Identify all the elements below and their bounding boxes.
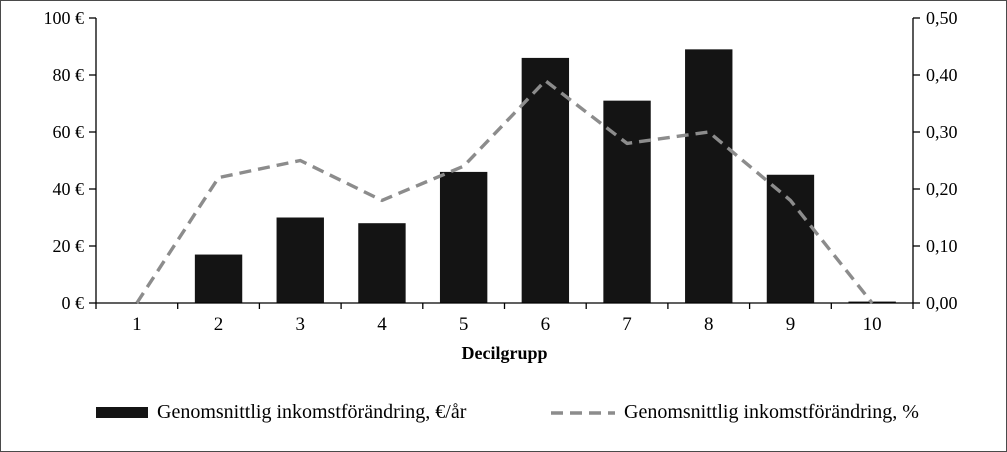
bar: [276, 217, 324, 303]
x-axis-category-label: 4: [377, 314, 387, 335]
right-axis-tick-label: 0,00: [926, 293, 958, 313]
x-axis-category-label: 2: [214, 314, 224, 335]
bar: [685, 49, 733, 303]
bar: [521, 57, 570, 304]
x-axis-category-label: 3: [296, 314, 306, 335]
line-legend-swatch: [551, 410, 615, 415]
line-legend-label: Genomsnittlig inkomstförändring, %: [624, 401, 919, 423]
x-axis-category-label: 9: [786, 314, 796, 335]
bar: [603, 100, 651, 304]
left-axis-tick-label: 100 €: [44, 8, 85, 28]
left-axis-tick-label: 60 €: [53, 122, 85, 142]
chart-canvas: 0 € 20 € 40 € 60 € 80 € 100 € 0,00 0,10 0,20 0,30…: [44, 8, 958, 363]
left-axis-tick-label: 40 €: [53, 179, 85, 199]
x-axis-title: Decilgrupp: [461, 343, 547, 363]
left-axis-tick-label: 20 €: [53, 236, 85, 256]
bar-legend-label: Genomsnittlig inkomstförändring, €/år: [157, 401, 467, 423]
right-axis-tick-label: 0,10: [926, 236, 958, 256]
bar-legend-swatch: [96, 407, 148, 418]
x-axis-category-label: 7: [622, 314, 632, 335]
legend-item-bar-series: Genomsnittlig inkomstförändring, €/år: [96, 401, 466, 424]
bar: [439, 171, 488, 303]
legend-item-line-series: Genomsnittlig inkomstförändring, %: [551, 401, 919, 424]
x-axis-category-label: 10: [863, 314, 882, 335]
bar: [358, 223, 406, 303]
right-axis-tick-label: 0,20: [926, 179, 958, 199]
x-axis-category-label: 8: [704, 314, 714, 335]
percent-line: [135, 78, 874, 305]
x-axis-category-label: 6: [541, 314, 551, 335]
bar: [766, 174, 815, 303]
bar: [194, 254, 243, 303]
right-axis-tick-label: 0,50: [926, 8, 958, 28]
left-axis-tick-label: 80 €: [53, 65, 85, 85]
right-axis-tick-label: 0,30: [926, 122, 958, 142]
left-axis-tick-label: 0 €: [62, 293, 85, 313]
x-axis-category-label: 5: [459, 314, 469, 335]
x-axis-category-label: 1: [132, 314, 142, 335]
right-axis-tick-label: 0,40: [926, 65, 958, 85]
